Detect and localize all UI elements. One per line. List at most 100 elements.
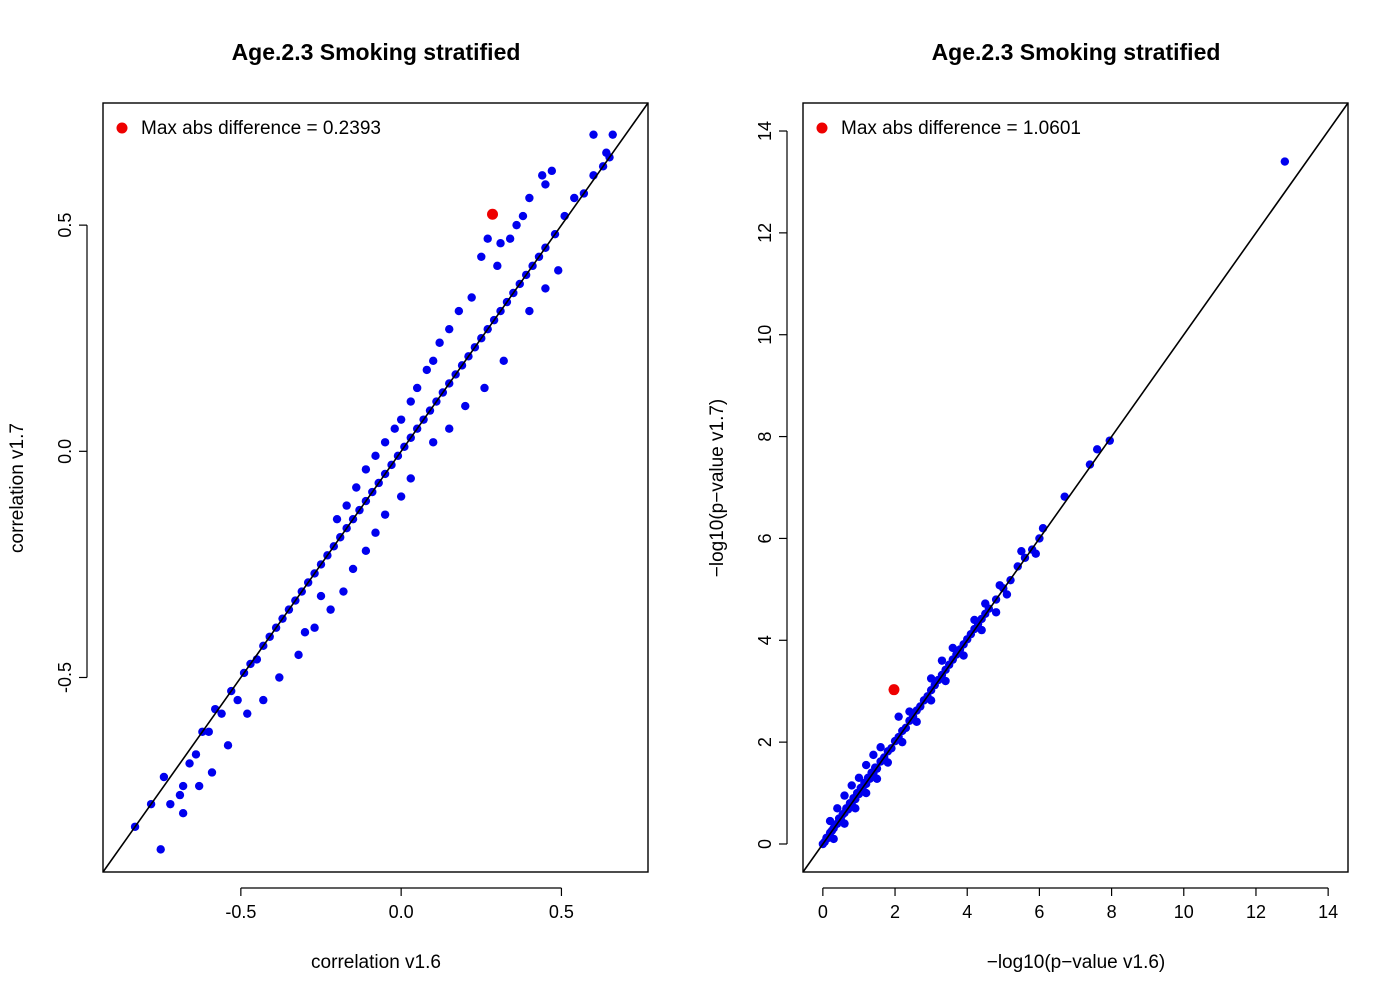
data-point xyxy=(525,193,534,203)
data-point xyxy=(926,674,936,683)
x-tick-label: -0.5 xyxy=(225,902,256,922)
data-point xyxy=(371,528,380,537)
data-point xyxy=(207,768,217,777)
y-tick-label: 0 xyxy=(755,839,775,849)
x-tick-label: 6 xyxy=(1034,902,1044,922)
data-point xyxy=(390,424,399,433)
data-point xyxy=(898,737,907,747)
x-tick-label: 12 xyxy=(1246,902,1266,922)
data-point xyxy=(445,424,454,433)
data-point xyxy=(352,483,361,492)
data-point xyxy=(316,591,326,601)
x-tick-label: 2 xyxy=(890,902,900,922)
y-axis-label: −log10(p−value v1.7) xyxy=(707,399,728,578)
data-point xyxy=(512,220,521,230)
axes: -0.5 0.0 0.5 -0.5 0.0 0.5 xyxy=(55,102,649,922)
data-point xyxy=(1013,562,1022,571)
data-point xyxy=(1002,590,1012,599)
data-point xyxy=(570,193,579,203)
data-point xyxy=(1085,460,1095,469)
data-point xyxy=(554,266,563,275)
data-point xyxy=(233,695,242,705)
data-point xyxy=(371,451,380,461)
y-tick-label: 0.5 xyxy=(55,213,75,238)
data-point xyxy=(912,717,921,726)
data-point xyxy=(429,356,438,366)
identity-line xyxy=(102,102,649,873)
data-point xyxy=(166,799,175,809)
y-axis-label: correlation v1.7 xyxy=(7,423,28,553)
data-point xyxy=(547,166,557,176)
y-tick-label: 2 xyxy=(755,737,775,747)
data-point xyxy=(937,656,947,665)
data-point xyxy=(872,774,882,784)
data-point xyxy=(406,397,415,406)
y-tick-label: 0.0 xyxy=(55,439,75,464)
chart-title: Age.2.3 Smoking stratified xyxy=(932,39,1221,65)
x-axis-label: −log10(p−value v1.6) xyxy=(987,952,1166,973)
y-tick-label: -0.5 xyxy=(55,662,75,693)
data-point xyxy=(223,741,233,750)
data-point xyxy=(541,180,550,189)
max-difference-point xyxy=(888,684,900,696)
data-point xyxy=(194,781,204,791)
data-point xyxy=(1031,549,1040,558)
data-point xyxy=(185,759,194,768)
data-point xyxy=(883,758,893,767)
data-point xyxy=(175,790,185,800)
data-point xyxy=(454,306,464,316)
data-point xyxy=(310,623,319,632)
x-tick-label: 14 xyxy=(1318,902,1338,922)
data-point xyxy=(300,628,310,637)
data-point xyxy=(445,324,454,334)
data-point xyxy=(1017,546,1026,556)
data-point xyxy=(159,772,169,782)
data-point xyxy=(380,510,390,519)
data-point xyxy=(412,383,422,393)
y-tick-label: 10 xyxy=(755,325,775,345)
data-point xyxy=(876,743,885,752)
data-point xyxy=(243,709,252,718)
chart-title: Age.2.3 Smoking stratified xyxy=(232,39,521,65)
data-point xyxy=(156,845,165,854)
data-point xyxy=(342,501,351,510)
data-point xyxy=(467,293,476,302)
data-point xyxy=(422,365,431,375)
data-point xyxy=(217,709,226,718)
x-tick-label: 0 xyxy=(818,902,828,922)
data-point xyxy=(854,773,864,782)
x-axis-label: correlation v1.6 xyxy=(311,952,441,973)
data-point xyxy=(435,338,444,347)
data-point xyxy=(833,804,842,813)
data-point xyxy=(991,608,1001,617)
data-point xyxy=(941,676,950,686)
data-point xyxy=(294,650,303,660)
data-point xyxy=(869,750,878,760)
data-point xyxy=(861,760,871,770)
data-point xyxy=(178,781,188,791)
legend: Max abs difference = 0.2393 xyxy=(116,118,381,139)
identity-line xyxy=(802,102,1349,873)
data-point xyxy=(396,415,406,424)
data-point xyxy=(461,401,470,411)
data-points xyxy=(102,102,649,873)
y-tick-label: 14 xyxy=(755,121,775,141)
data-point xyxy=(483,234,492,243)
data-point xyxy=(496,239,505,248)
data-point xyxy=(339,587,348,596)
plot-frame xyxy=(802,102,1349,873)
x-tick-label: 0.5 xyxy=(549,902,574,922)
data-point xyxy=(589,130,598,139)
data-point xyxy=(505,234,515,243)
data-point xyxy=(361,465,371,474)
data-point xyxy=(829,834,838,844)
x-tick-label: 0.0 xyxy=(389,902,414,922)
data-point xyxy=(259,695,268,705)
data-point xyxy=(275,673,284,682)
data-point xyxy=(995,581,1004,590)
data-point xyxy=(429,438,438,447)
data-point xyxy=(191,750,201,759)
legend-marker xyxy=(816,122,828,134)
data-point xyxy=(905,707,914,716)
